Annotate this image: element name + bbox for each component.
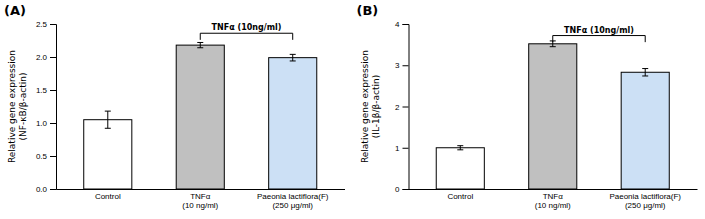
y-tick: 2.5	[36, 20, 56, 29]
y-axis: 0.0 0.5 1.0 1.5 2.0 2.5	[36, 20, 57, 194]
y-tick-label: 1.0	[36, 119, 48, 128]
bracket-line	[200, 33, 292, 40]
marks	[84, 42, 317, 189]
x-tick: Paeonia lactiflora(F)(250 μg/ml)	[257, 189, 329, 210]
y-tick-label: 1	[395, 144, 400, 153]
y-tick-label: 4	[395, 20, 400, 29]
x-tick-label: TNFα(10 ng/ml)	[182, 192, 218, 210]
panel-title: (B)	[357, 3, 379, 18]
panel-title: (A)	[4, 3, 26, 18]
y-tick-label: 1.5	[36, 86, 48, 95]
y-tick-mark	[50, 123, 56, 124]
marks	[436, 41, 669, 189]
x-tick-label-line: (250 μg/ml)	[625, 201, 666, 210]
plot: 0.0 0.5 1.0 1.5 2.0 2.5 Control TNFα(10 ng/ml) P…	[7, 20, 345, 210]
x-tick-label-line: (250 μg/ml)	[272, 201, 313, 210]
x-tick-label-line: TNFα	[190, 192, 211, 201]
y-tick: 0.5	[36, 152, 56, 161]
bar	[436, 148, 484, 189]
plot: 0 1 2 3 4 Control TNFα(10 ng/ml) Paeonia lactif…	[360, 20, 698, 210]
y-tick-label: 0	[395, 185, 400, 194]
y-axis: 0 1 2 3 4	[395, 20, 409, 194]
bracket-label: TNFα (10ng/ml)	[564, 26, 634, 35]
y-tick-label: 3	[395, 61, 400, 70]
y-tick-mark	[50, 57, 56, 58]
y-tick-mark	[403, 107, 409, 108]
y-tick: 2.0	[36, 53, 56, 62]
x-tick: Control	[95, 189, 121, 201]
y-axis-line	[403, 25, 410, 190]
bracket: TNFα (10ng/ml)	[553, 26, 645, 43]
y-tick: 0	[395, 185, 408, 194]
x-tick-label: Paeonia lactiflora(F)(250 μg/ml)	[609, 192, 681, 210]
x-tick: Paeonia lactiflora(F)(250 μg/ml)	[609, 189, 681, 210]
x-tick-label: TNFα(10 ng/ml)	[535, 192, 571, 210]
y-tick-mark	[403, 189, 409, 190]
y-tick-label: 2.0	[36, 53, 48, 62]
y-axis-title: Relative gene expression	[360, 50, 370, 163]
panel: 0 1 2 3 4 Control TNFα(10 ng/ml) Paeonia lactif…	[357, 3, 698, 210]
x-tick-label-line: (10 ng/ml)	[182, 201, 218, 210]
error-bar	[105, 111, 111, 128]
x-tick-label: Paeonia lactiflora(F)(250 μg/ml)	[257, 192, 329, 210]
y-axis-title: (IL-1β/β-actin)	[371, 75, 381, 138]
x-tick-label: Control	[95, 192, 121, 201]
x-tick-label-line: Control	[447, 192, 473, 201]
x-axis: Control TNFα(10 ng/ml) Paeonia lactiflora(…	[409, 189, 698, 210]
bar	[84, 120, 132, 189]
bracket: TNFα (10ng/ml)	[200, 23, 292, 40]
x-tick-label-line: Paeonia lactiflora(F)	[609, 192, 681, 201]
y-tick: 0.0	[36, 185, 56, 194]
x-tick: Control	[447, 189, 473, 201]
error-bar	[290, 54, 296, 61]
y-tick: 4	[395, 20, 408, 29]
y-tick-label: 2	[395, 103, 400, 112]
y-tick-mark	[50, 24, 56, 25]
y-tick: 3	[395, 61, 408, 70]
x-axis: Control TNFα(10 ng/ml) Paeonia lactiflora(…	[57, 189, 346, 210]
x-tick-label-line: (10 ng/ml)	[535, 201, 571, 210]
y-tick-mark	[50, 90, 56, 91]
error-bar	[457, 146, 463, 150]
y-tick-label: 0.5	[36, 152, 48, 161]
x-tick: TNFα(10 ng/ml)	[182, 189, 218, 210]
x-axis-line	[57, 189, 346, 190]
x-axis-line	[409, 189, 698, 190]
y-tick-mark	[403, 148, 409, 149]
y-tick: 2	[395, 103, 408, 112]
y-tick-mark	[403, 24, 409, 25]
bar	[269, 58, 317, 189]
x-tick-label: Control	[447, 192, 473, 201]
x-tick-label-line: TNFα	[543, 192, 564, 201]
x-tick-label-line: Paeonia lactiflora(F)	[257, 192, 329, 201]
y-axis-title: (NF-κB/β-actin)	[18, 73, 28, 141]
y-tick-label: 0.0	[36, 185, 48, 194]
y-axis-line	[50, 25, 57, 190]
bracket-line	[553, 36, 645, 43]
y-tick: 1.5	[36, 86, 56, 95]
bar	[176, 45, 224, 189]
bar	[529, 44, 577, 189]
y-tick: 1	[395, 144, 408, 153]
y-axis-title: Relative gene expression	[7, 50, 17, 163]
error-bar	[197, 42, 203, 47]
bar	[621, 72, 669, 189]
y-tick-mark	[50, 189, 56, 190]
panel: 0.0 0.5 1.0 1.5 2.0 2.5 Control TNFα(10 ng/ml) P…	[4, 3, 345, 210]
chart: 0.00.51.01.52.02.5ControlTNFα(10 ng/ml)P…	[0, 0, 705, 219]
error-bar	[642, 69, 648, 76]
y-tick-mark	[403, 65, 409, 66]
bracket-label: TNFα (10ng/ml)	[212, 23, 282, 32]
y-tick-mark	[50, 156, 56, 157]
x-tick-label-line: Control	[95, 192, 121, 201]
y-tick: 1.0	[36, 119, 56, 128]
y-tick-label: 2.5	[36, 20, 48, 29]
x-tick: TNFα(10 ng/ml)	[535, 189, 571, 210]
